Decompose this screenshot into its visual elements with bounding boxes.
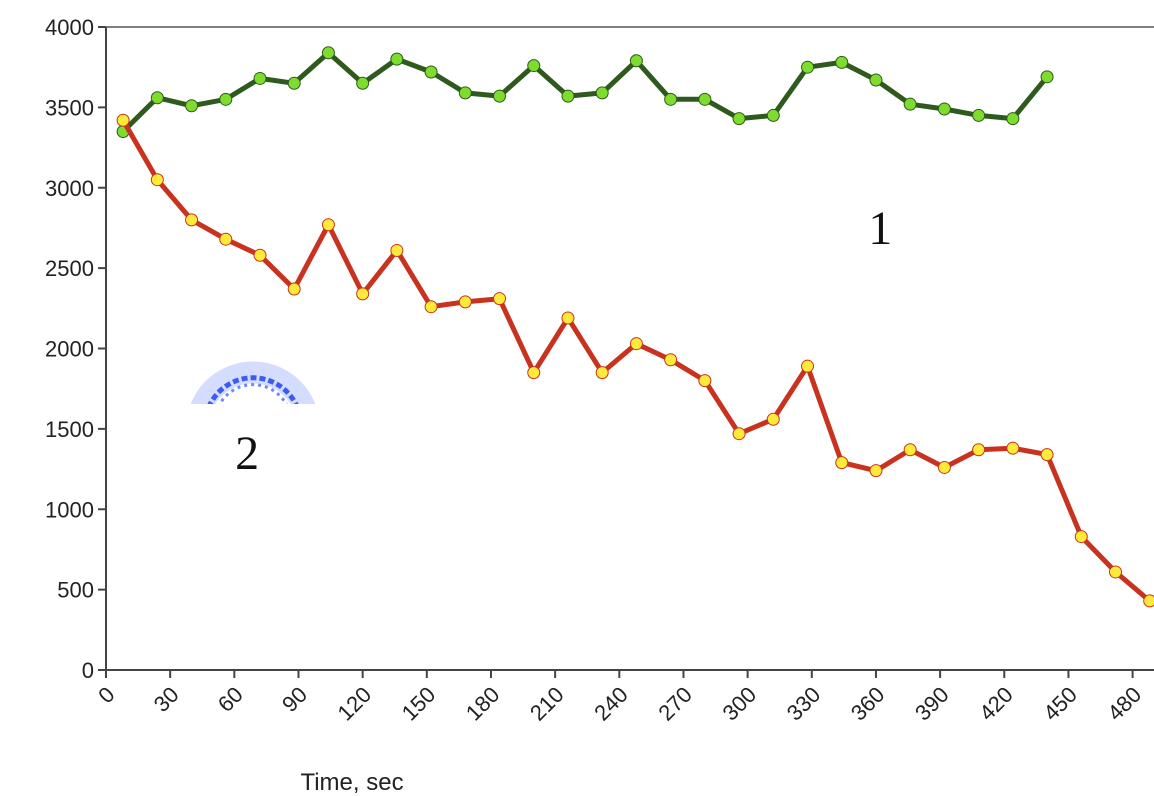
- data-point: [664, 92, 678, 106]
- data-point: [219, 92, 233, 106]
- x-tick-label: 0: [93, 682, 119, 708]
- data-point: [287, 282, 301, 296]
- data-point: [869, 73, 883, 87]
- data-point: [527, 59, 541, 73]
- data-point: [356, 287, 370, 301]
- data-point: [937, 460, 951, 474]
- data-point: [766, 108, 780, 122]
- data-point: [972, 443, 986, 457]
- data-point: [219, 232, 233, 246]
- series-1: [116, 46, 1054, 138]
- series-layer: [116, 46, 1154, 608]
- y-tick-label: 500: [57, 578, 94, 603]
- series-line: [121, 50, 1050, 134]
- cell-icon: [180, 361, 330, 450]
- data-point: [116, 113, 130, 127]
- curve-label-1: 1: [868, 202, 892, 255]
- data-point: [801, 359, 815, 373]
- data-point: [287, 76, 301, 90]
- data-point: [493, 292, 507, 306]
- data-point: [903, 443, 917, 457]
- data-point: [835, 55, 849, 69]
- data-point: [835, 456, 849, 470]
- data-point: [356, 76, 370, 90]
- data-point: [698, 374, 712, 388]
- data-point: [1074, 530, 1088, 544]
- x-tick-label: 210: [525, 682, 569, 726]
- x-tick-label: 180: [461, 682, 505, 726]
- data-point: [1040, 70, 1054, 84]
- y-tick-label: 3500: [45, 95, 94, 120]
- x-tick-label: 360: [846, 682, 890, 726]
- data-point: [390, 52, 404, 66]
- data-point: [253, 248, 267, 262]
- x-tick-label: 120: [333, 682, 377, 726]
- x-tick-label: 480: [1103, 682, 1147, 726]
- data-point: [253, 71, 267, 85]
- y-tick-label: 0: [82, 658, 94, 683]
- y-tick-label: 4000: [45, 15, 94, 40]
- data-point: [458, 86, 472, 100]
- curve-labels: 12: [235, 202, 892, 480]
- data-point: [664, 353, 678, 367]
- data-point: [595, 366, 609, 380]
- data-point: [527, 366, 541, 380]
- data-point: [732, 112, 746, 126]
- data-point: [493, 89, 507, 103]
- data-point: [390, 243, 404, 257]
- data-point: [732, 427, 746, 441]
- data-point: [1040, 448, 1054, 462]
- data-point: [150, 173, 164, 187]
- series-2: [116, 113, 1154, 608]
- x-tick-label: 30: [149, 682, 184, 717]
- x-tick-label: 270: [653, 682, 697, 726]
- x-tick-label: 300: [718, 682, 762, 726]
- y-tick-label: 2000: [45, 337, 94, 362]
- data-point: [698, 92, 712, 106]
- data-point: [424, 300, 438, 314]
- data-point: [1143, 594, 1154, 608]
- data-point: [424, 65, 438, 79]
- x-tick-label: 450: [1038, 682, 1082, 726]
- x-axis-ticks: 0 30 60 90 120 150 180 210 240 270 300 330 360 390 420…: [93, 670, 1146, 725]
- x-axis-title: Time, sec: [300, 769, 403, 796]
- data-point: [150, 91, 164, 105]
- y-tick-label: 3000: [45, 176, 94, 201]
- data-point: [458, 295, 472, 309]
- y-axis-ticks: 0 500 1000 1500 2000 2500 3000 3500 4000: [45, 15, 106, 683]
- x-tick-label: 60: [213, 682, 248, 717]
- x-tick-label: 240: [589, 682, 633, 726]
- data-point: [801, 60, 815, 74]
- x-tick-label: 90: [277, 682, 312, 717]
- data-point: [561, 89, 575, 103]
- x-tick-label: 390: [910, 682, 954, 726]
- y-tick-label: 1500: [45, 417, 94, 442]
- data-point: [595, 86, 609, 100]
- data-point: [903, 97, 917, 111]
- y-tick-label: 2500: [45, 256, 94, 281]
- data-point: [766, 412, 780, 426]
- data-point: [1109, 565, 1123, 579]
- x-tick-label: 420: [974, 682, 1018, 726]
- data-point: [185, 213, 199, 227]
- data-point: [561, 311, 575, 325]
- data-point: [1006, 112, 1020, 126]
- x-tick-label: 330: [782, 682, 826, 726]
- curve-label-2: 2: [235, 427, 259, 480]
- data-point: [937, 102, 951, 116]
- data-point: [629, 54, 643, 68]
- data-point: [1006, 441, 1020, 455]
- data-point: [321, 46, 335, 60]
- x-tick-label: 150: [397, 682, 441, 726]
- data-point: [629, 337, 643, 351]
- data-point: [185, 99, 199, 113]
- data-point: [972, 108, 986, 122]
- y-tick-label: 1000: [45, 497, 94, 522]
- series-line: [120, 118, 1152, 603]
- data-point: [321, 218, 335, 232]
- data-point: [869, 464, 883, 478]
